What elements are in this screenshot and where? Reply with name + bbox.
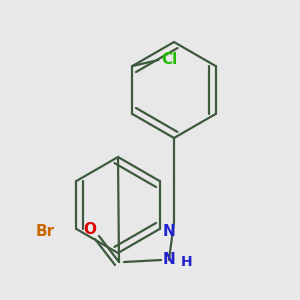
Text: N: N — [163, 253, 176, 268]
Text: N: N — [163, 224, 175, 238]
Text: Cl: Cl — [161, 52, 178, 68]
Text: H: H — [181, 255, 193, 269]
Text: O: O — [83, 221, 97, 236]
Text: Br: Br — [35, 224, 54, 238]
